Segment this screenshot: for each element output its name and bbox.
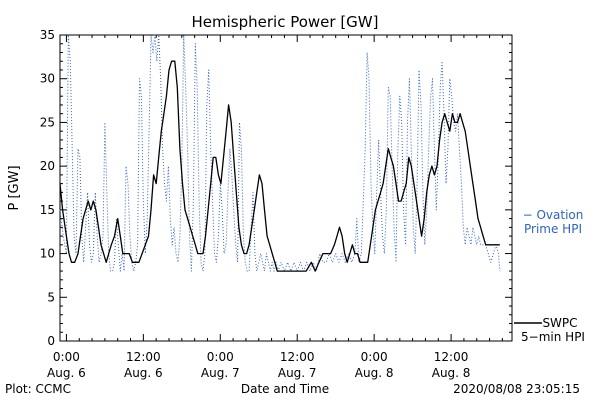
series-layer xyxy=(59,34,501,272)
legend-ovation: − Ovation Prime HPI xyxy=(523,208,584,236)
x-tick-label-date: Aug. 6 xyxy=(124,366,163,380)
y-tick-label: 25 xyxy=(40,115,55,129)
x-tick-label-date: Aug. 6 xyxy=(47,366,86,380)
plot-credit: Plot: CCMC xyxy=(5,382,71,396)
y-axis-label: P [GW] xyxy=(7,165,22,210)
x-tick-label-time: 0:00 xyxy=(207,350,234,364)
y-tick-label: 35 xyxy=(40,28,55,42)
y-tick-label: 30 xyxy=(40,72,55,86)
x-tick-label-time: 12:00 xyxy=(434,350,469,364)
x-tick-label-time: 0:00 xyxy=(53,350,80,364)
x-tick-label-date: Aug. 8 xyxy=(355,366,394,380)
x-tick-label-time: 12:00 xyxy=(280,350,315,364)
y-tick-label: 10 xyxy=(40,247,55,261)
x-axis: 0:00 Aug. 6 12:00 Aug. 6 0:00 Aug. 7 12:00 Aug.… xyxy=(47,35,503,380)
x-tick-label-time: 0:00 xyxy=(361,350,388,364)
y-tick-label: 0 xyxy=(47,334,55,348)
legend-ovation-line2: Prime HPI xyxy=(524,222,582,236)
legend-swpc: SWPC 5−min HPI xyxy=(514,316,585,344)
y-tick-label: 5 xyxy=(47,290,55,304)
y-tick-label: 15 xyxy=(40,203,55,217)
x-tick-label-time: 12:00 xyxy=(126,350,161,364)
series-ovation-prime-line xyxy=(59,34,501,272)
legend-swpc-line2: 5−min HPI xyxy=(521,330,585,344)
plot-timestamp: 2020/08/08 23:05:15 xyxy=(453,382,580,396)
legend-ovation-line1: − Ovation xyxy=(523,208,584,222)
series-swpc-line xyxy=(59,60,500,272)
x-tick-label-date: Aug. 7 xyxy=(278,366,317,380)
x-tick-label-date: Aug. 7 xyxy=(201,366,240,380)
chart-title: Hemispheric Power [GW] xyxy=(192,13,379,31)
y-axis: 0 5 10 15 20 25 30 35 xyxy=(40,28,512,348)
y-tick-label: 20 xyxy=(40,159,55,173)
x-tick-label-date: Aug. 8 xyxy=(432,366,471,380)
legend-swpc-line1: SWPC xyxy=(542,316,577,330)
x-axis-label: Date and Time xyxy=(241,382,329,396)
